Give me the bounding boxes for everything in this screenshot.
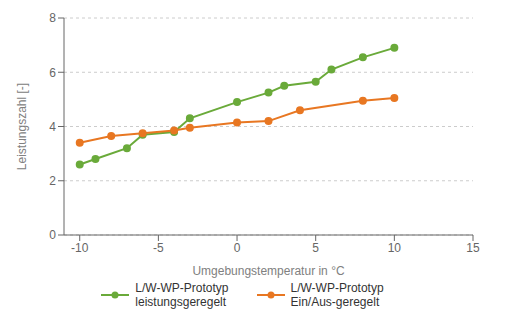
svg-text:0: 0	[49, 228, 56, 242]
svg-text:4: 4	[49, 120, 56, 134]
svg-text:8: 8	[49, 11, 56, 25]
svg-text:5: 5	[312, 241, 319, 255]
svg-text:0: 0	[234, 241, 241, 255]
svg-text:Umgebungstemperatur in °C: Umgebungstemperatur in °C	[192, 264, 345, 278]
svg-text:2: 2	[49, 174, 56, 188]
svg-text:-5: -5	[153, 241, 164, 255]
svg-text:10: 10	[388, 241, 402, 255]
svg-text:15: 15	[466, 241, 480, 255]
svg-text:Leistungszahl [-]: Leistungszahl [-]	[15, 83, 29, 170]
html-text:L/W-WP-Prototyp leistungsgereg: L/W-WP-Prototyp leistungsgeregelt	[135, 281, 229, 309]
svg-text:6: 6	[49, 66, 56, 80]
html-text:L/W-WP-Prototyp Ein/Aus-gerege: L/W-WP-Prototyp Ein/Aus-geregelt	[290, 281, 384, 309]
svg-text:-10: -10	[71, 241, 89, 255]
